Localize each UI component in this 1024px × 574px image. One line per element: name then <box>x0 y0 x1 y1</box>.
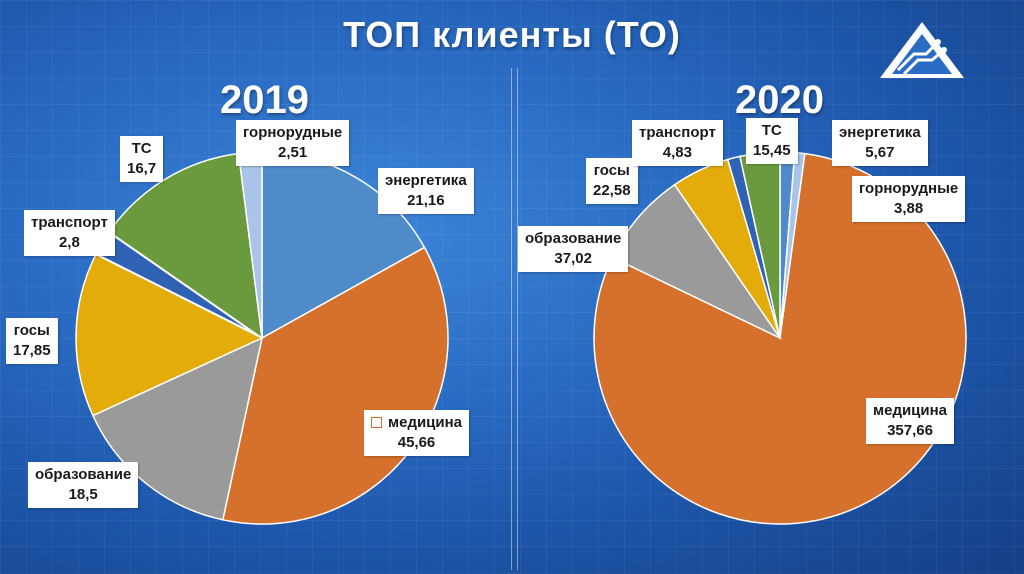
company-logo-icon <box>880 22 964 78</box>
label-2019-obrazovanie: образование 18,5 <box>28 462 139 508</box>
label-2020-energetika: энергетика 5,67 <box>832 120 928 166</box>
label-2019-gosy: госы 17,85 <box>6 318 58 364</box>
label-2020-gosy: госы 22,58 <box>586 158 638 204</box>
label-2020-obrazovanie: образование 37,02 <box>518 226 629 272</box>
center-divider <box>511 68 518 570</box>
pie-slice-2019-3 <box>75 253 264 417</box>
slide-title: ТОП клиенты (ТО) <box>343 14 681 55</box>
label-2020-gornorudnye: горнорудные 3,88 <box>852 176 966 222</box>
chart-2020-year-title: 2020 <box>735 78 824 122</box>
pie-slice-2019-2 <box>91 336 264 521</box>
label-2019-energetika: энергетика 21,16 <box>378 168 474 214</box>
label-2019-medicina: медицина 45,66 <box>364 410 470 456</box>
label-2019-ts: ТС 16,7 <box>120 136 164 182</box>
label-2019-transport: транспорт 2,8 <box>24 210 115 256</box>
legend-marker-medicina <box>371 416 382 428</box>
label-2020-ts: ТС 15,45 <box>746 118 798 164</box>
pie-slice-2019-5 <box>108 152 263 340</box>
label-2020-transport: транспорт 4,83 <box>632 120 723 166</box>
label-2019-gornorudnye: горнорудные 2,51 <box>236 120 350 166</box>
label-2020-medicina: медицина 357,66 <box>866 398 955 444</box>
chart-2019-year-title: 2019 <box>220 78 309 122</box>
